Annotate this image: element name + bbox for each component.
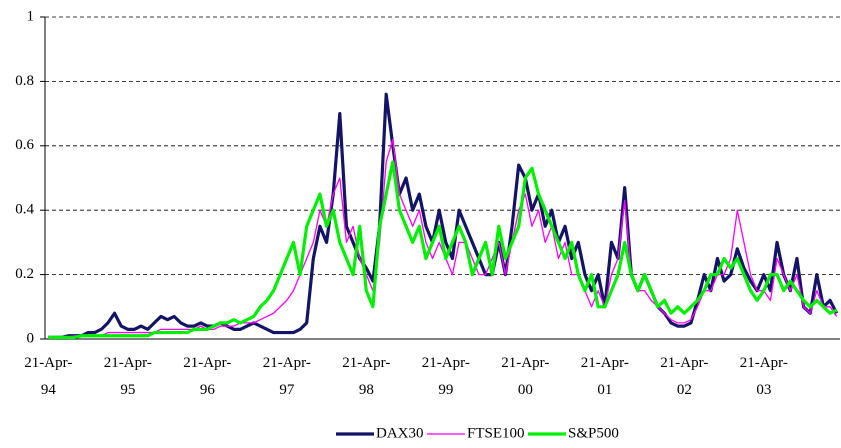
x-tick-label-line: 94 <box>41 382 57 398</box>
x-tick-label-line: 21-Apr- <box>104 355 152 371</box>
x-tick-label: 21-Apr- 03 <box>740 355 788 398</box>
x-tick-label: 21-Apr- 95 <box>104 355 152 398</box>
x-tick-label-line: 21-Apr- <box>342 355 390 371</box>
x-tick-label-line: 98 <box>359 382 374 398</box>
y-tick-label: 0.2 <box>15 266 34 282</box>
x-tick-label: 21-Apr- 98 <box>342 355 390 398</box>
x-tick-label: 21-Apr- 96 <box>183 355 231 398</box>
x-tick-label-line: 03 <box>756 382 771 398</box>
x-tick-label: 21-Apr- 00 <box>501 355 549 398</box>
y-tick-label: 0 <box>27 330 35 346</box>
x-tick-label-line: 96 <box>200 382 216 398</box>
x-tick-label-line: 21-Apr- <box>740 355 788 371</box>
x-tick-label-line: 21-Apr- <box>263 355 311 371</box>
y-tick-label: 0.4 <box>15 202 34 218</box>
x-tick-label-line: 21-Apr- <box>581 355 629 371</box>
x-tick-label: 21-Apr- 01 <box>581 355 629 398</box>
x-tick-label-line: 99 <box>438 382 453 398</box>
x-tick-label-line: 00 <box>518 382 533 398</box>
x-tick-label-line: 02 <box>677 382 692 398</box>
x-tick-label: 21-Apr- 02 <box>660 355 708 398</box>
legend-label: FTSE100 <box>467 425 525 441</box>
x-tick-label-line: 21-Apr- <box>660 355 708 371</box>
x-tick-label-line: 95 <box>120 382 135 398</box>
x-tick-label-line: 21-Apr- <box>24 355 72 371</box>
x-tick-label-line: 21-Apr- <box>183 355 231 371</box>
y-tick-label: 1 <box>27 8 35 24</box>
y-tick-label: 0.8 <box>15 73 34 89</box>
series-line <box>48 160 838 339</box>
x-tick-label-line: 97 <box>279 382 295 398</box>
x-tick-label-line: 21-Apr- <box>422 355 470 371</box>
y-tick-label: 0.6 <box>15 137 34 153</box>
legend-label: S&P500 <box>568 425 619 441</box>
series-line <box>48 92 839 339</box>
x-tick-label-line: 01 <box>597 382 612 398</box>
x-tick-label: 21-Apr- 97 <box>263 355 311 398</box>
x-tick-label-line: 21-Apr- <box>501 355 549 371</box>
x-tick-label: 21-Apr- 99 <box>422 355 470 398</box>
legend-label: DAX30 <box>376 425 424 441</box>
x-tick-label: 21-Apr- 94 <box>24 355 72 398</box>
